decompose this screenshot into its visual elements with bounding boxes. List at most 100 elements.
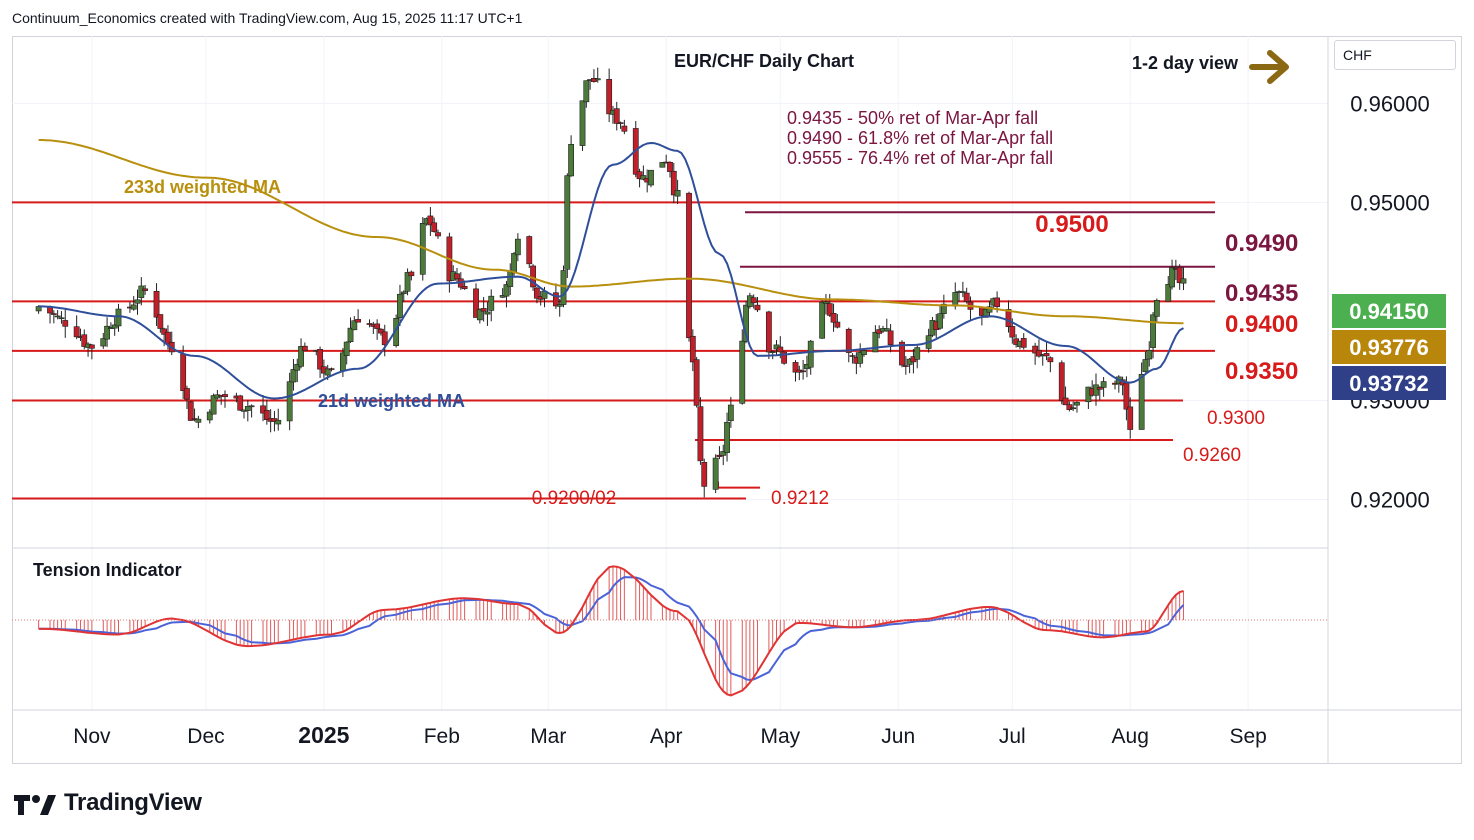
level-label: 0.9350 — [1225, 358, 1298, 385]
candle-body — [1070, 407, 1077, 410]
candle-body — [1146, 350, 1153, 360]
candle-body — [100, 338, 107, 347]
candle-body — [244, 406, 251, 411]
y-tick-label: 0.92000 — [1350, 487, 1430, 512]
candle-body — [986, 306, 993, 313]
ma21-label: 21d weighted MA — [318, 391, 465, 411]
price-tag-ma233 — [1332, 330, 1446, 364]
candle-body — [667, 161, 673, 172]
candle-body — [686, 192, 692, 339]
retracement-note: 0.9555 - 76.4% ret of Mar-Apr fall — [787, 148, 1053, 168]
candle-body — [872, 331, 879, 353]
candle-body — [552, 292, 559, 307]
candle-body — [556, 304, 563, 307]
candle-body — [526, 236, 533, 265]
candle-body — [594, 78, 601, 81]
candle-body — [952, 292, 959, 307]
candle-body — [427, 215, 434, 226]
candle-body — [263, 410, 270, 421]
tension-line — [38, 565, 1184, 697]
candle-body — [503, 284, 510, 297]
candle-body — [81, 334, 88, 347]
price-tag-label: 0.93776 — [1349, 335, 1429, 360]
ma21-line — [38, 142, 1184, 400]
candle-body — [701, 462, 708, 487]
candle-body — [823, 301, 829, 304]
candle-body — [73, 326, 80, 338]
candle-body — [488, 295, 495, 311]
tradingview-logo-text: TradingView — [64, 789, 202, 816]
candle-body — [461, 285, 468, 290]
y-tick-label: 0.95000 — [1350, 190, 1430, 215]
candle-body — [1062, 397, 1069, 406]
candle-body — [1165, 284, 1172, 302]
candle-body — [693, 359, 700, 406]
candle-body — [963, 292, 970, 302]
tension-signal-line — [38, 576, 1185, 682]
candle-body — [206, 411, 213, 421]
candle-body — [476, 309, 483, 321]
candle-body — [286, 381, 293, 422]
candle-body — [187, 401, 194, 421]
candle-body — [617, 122, 624, 124]
candle-body — [328, 368, 335, 370]
candle-body — [1074, 402, 1080, 406]
labels-layer: 0.9500 0.9400 0.9350 0.9300 0.9260 0.9212 0.92… — [33, 50, 1446, 580]
tension-indicator-title: Tension Indicator — [33, 560, 182, 580]
candle-body — [712, 457, 719, 490]
level-label: 0.9260 — [1183, 445, 1241, 466]
candle-body — [1047, 357, 1054, 363]
candle-body — [861, 350, 867, 355]
candle-body — [317, 349, 323, 370]
x-tick-label: Sep — [1229, 725, 1266, 748]
candle-body — [1138, 373, 1145, 430]
candle-body — [195, 418, 202, 423]
candle-body — [115, 308, 122, 327]
x-tick-label: Feb — [424, 725, 460, 748]
candle-body — [153, 290, 160, 318]
level-label: 0.9200/02 — [532, 488, 617, 509]
candle-body — [1005, 309, 1012, 327]
candle-body — [473, 288, 479, 318]
candle-body — [366, 323, 373, 325]
candle-body — [351, 320, 358, 331]
candle-body — [819, 301, 826, 339]
x-tick-label: 2025 — [298, 722, 349, 748]
candle-body — [777, 346, 784, 353]
level-label: 0.9300 — [1207, 408, 1265, 429]
tradingview-logo[interactable]: TradingView — [14, 788, 202, 818]
candle-body — [237, 395, 244, 411]
x-tick-label: Apr — [650, 725, 683, 748]
candle-body — [1153, 299, 1160, 317]
candle-body — [937, 313, 943, 329]
candle-body — [533, 287, 540, 299]
candle-body — [883, 328, 890, 332]
candle-body — [210, 395, 217, 415]
candle-body — [180, 353, 187, 391]
candle-body — [754, 304, 761, 311]
candle-body — [378, 328, 384, 334]
candle-body — [404, 272, 411, 292]
candle-body — [845, 328, 852, 353]
candle-body — [1093, 384, 1099, 396]
candle-body — [1180, 278, 1187, 284]
candle-body — [400, 291, 407, 295]
currency-selector[interactable]: CHF — [1334, 40, 1456, 70]
view-label: 1-2 day view — [1132, 53, 1239, 73]
x-tick-label: Aug — [1112, 725, 1149, 748]
candle-body — [260, 405, 266, 414]
candle-body — [689, 335, 696, 363]
candle-body — [408, 271, 415, 277]
price-tag-last — [1332, 294, 1446, 328]
candle-body — [724, 421, 730, 453]
candle-body — [1043, 353, 1050, 357]
candle-body — [1032, 345, 1039, 354]
candle-body — [1142, 359, 1149, 373]
candle-body — [621, 125, 628, 132]
candle-body — [564, 175, 571, 270]
candle-body — [1066, 404, 1073, 410]
tension-indicator-layer — [38, 565, 1185, 697]
candle-body — [659, 162, 666, 168]
